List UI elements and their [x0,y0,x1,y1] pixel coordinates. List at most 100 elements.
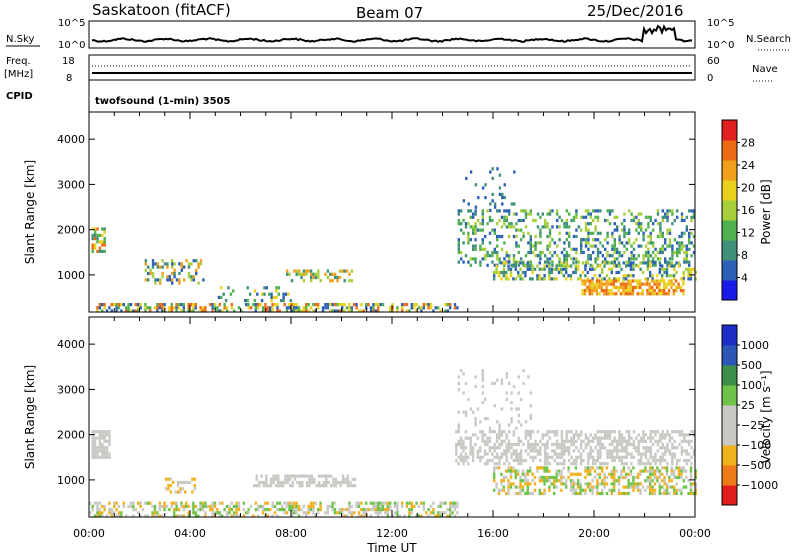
data-cell [675,261,678,265]
data-cell [646,475,649,480]
data-cell [168,309,171,313]
data-cell [408,514,411,518]
data-cell [663,491,666,496]
data-cell [639,282,642,286]
data-cell [195,259,198,263]
data-cell [586,469,589,473]
data-cell [543,452,547,456]
data-cell [649,254,652,258]
data-cell [608,442,612,447]
data-cell [235,508,238,512]
data-cell [558,452,561,456]
data-cell [264,501,267,505]
data-cell [584,267,587,271]
data-cell [297,514,301,518]
data-cell [91,249,94,253]
data-cell [362,511,365,515]
data-cell [329,504,332,508]
data-cell [348,309,351,313]
data-cell [551,225,554,229]
data-cell [469,263,472,267]
data-cell [531,277,534,281]
data-cell [651,466,654,470]
data-cell [339,484,342,488]
data-cell [512,254,516,258]
data-cell [211,511,214,515]
data-cell [562,475,565,480]
data-cell [472,247,475,251]
data-cell [627,479,630,483]
data-cell [139,514,142,518]
data-cell [666,231,669,235]
data-cell [500,381,504,385]
data-cell [204,501,207,505]
data-cell [372,303,375,307]
data-cell [673,250,676,255]
data-cell [269,477,273,481]
data-cell [548,231,552,235]
data-cell [570,218,573,223]
data-cell [548,469,551,473]
data-cell [103,455,106,459]
data-cell [522,218,525,223]
data-cell [584,264,587,268]
data-cell [496,257,499,261]
data-cell [649,485,652,489]
data-cell [474,238,477,242]
data-cell [656,257,660,261]
data-cell [314,303,317,307]
data-cell [661,234,664,239]
data-cell [689,267,693,271]
data-cell [267,484,270,488]
data-cell [627,466,630,470]
data-cell [170,504,173,508]
data-cell [574,267,577,271]
data-cell [510,222,513,226]
data-cell [115,508,118,512]
data-cell [197,265,200,269]
data-cell [262,484,266,488]
data-cell [594,228,597,232]
data-cell [175,508,178,512]
data-cell [639,482,642,486]
data-cell [642,238,645,242]
data-cell [569,264,573,268]
data-cell [613,479,616,483]
data-cell [103,508,106,512]
data-cell [161,514,164,518]
data-cell [271,309,274,313]
data-cell [661,442,664,447]
data-cell [663,482,666,486]
data-cell [459,446,463,450]
data-cell [538,267,541,271]
data-cell [661,433,664,437]
data-cell [640,222,643,226]
data-cell [307,511,310,515]
data-cell [462,410,465,414]
data-cell [481,186,485,190]
data-cell [317,511,320,515]
data-cell [647,241,650,245]
data-cell [604,257,607,261]
data-cell [567,458,571,463]
data-cell [647,257,650,261]
data-cell [403,303,406,307]
data-cell [560,439,564,443]
data-cell [113,501,116,505]
data-cell [503,449,506,453]
data-cell [608,436,612,440]
data-cell [620,446,624,450]
data-cell [586,285,589,289]
data-cell [663,449,667,453]
data-cell [167,487,170,491]
data-cell [462,231,465,235]
data-cell [619,292,623,296]
data-cell [497,488,501,492]
data-cell [505,446,508,450]
data-cell [276,501,279,505]
data-cell [668,244,672,248]
data-cell [637,244,640,248]
data-cell [317,269,320,273]
data-cell [510,452,513,456]
data-cell [536,466,539,470]
